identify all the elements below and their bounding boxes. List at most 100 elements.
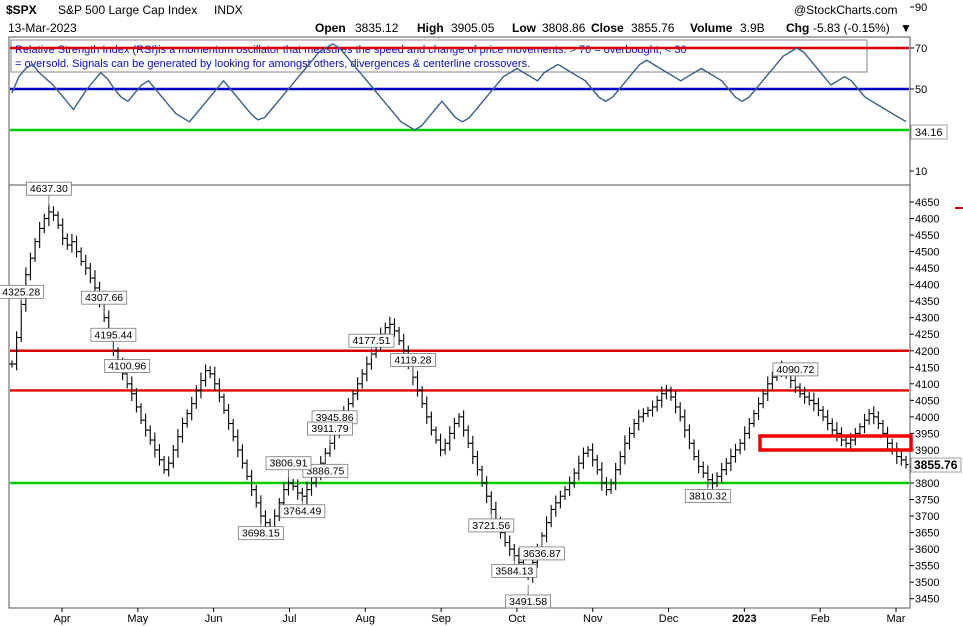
rsi-last-value: 34.16: [915, 127, 943, 139]
pivot-label-box: [307, 421, 353, 436]
rsi-y-tick-label: 10: [915, 166, 927, 178]
low-label: Low: [512, 21, 537, 35]
pivot-label: 3886.75: [306, 465, 344, 477]
price-panel: [8, 184, 911, 609]
price-y-tick-label: 4300: [915, 313, 939, 325]
pivot-label-box: [519, 546, 565, 561]
last-close-value: 3855.76: [914, 458, 958, 472]
pivot-label-box: [279, 504, 326, 519]
pivot-label: 4307.66: [85, 292, 123, 304]
high-label: High: [417, 21, 444, 35]
x-tick-label: Jun: [205, 613, 223, 625]
high-value: 3905.05: [451, 21, 495, 35]
rsi-annotation-box: [10, 39, 868, 73]
pivot-label-box: [772, 362, 819, 377]
close-value: 3855.76: [631, 21, 675, 35]
price-y-tick-label: 4200: [915, 346, 939, 358]
volume-label: Volume: [690, 21, 733, 35]
price-y-tick-label: 3550: [915, 561, 939, 573]
low-value: 3808.86: [542, 21, 586, 35]
price-y-tick-label: 3600: [915, 544, 939, 556]
pivot-label-box: [0, 284, 45, 299]
open-value: 3835.12: [355, 21, 399, 35]
rsi-annotation-line-2: = oversold. Signals can be generated by …: [15, 58, 530, 70]
pivot-label: 4325.28: [2, 286, 40, 298]
price-y-tick-label: 3900: [915, 445, 939, 457]
x-tick-label: Sep: [431, 613, 451, 625]
price-y-tick-label: 4350: [915, 296, 939, 308]
price-y-tick-label: 4250: [915, 329, 939, 341]
pivot-label-box: [390, 353, 436, 367]
chg-value: -5.83 (-0.15%): [813, 21, 890, 35]
pivot-label: 3810.32: [689, 491, 727, 503]
chart-date: 13-Mar-2023: [8, 21, 77, 35]
price-y-tick-label: 3650: [915, 528, 939, 540]
volume-value: 3.9B: [740, 21, 765, 35]
price-y-tick-label: 4600: [915, 214, 939, 226]
pivot-label: 4177.51: [352, 335, 390, 347]
close-label: Close: [591, 21, 624, 35]
symbol: $SPX: [6, 3, 37, 17]
pivot-label: 3584.13: [495, 565, 533, 577]
price-y-tick-label: 4550: [915, 230, 939, 242]
pivot-label-box: [90, 327, 137, 342]
x-tick-label: Aug: [355, 613, 375, 625]
price-y-tick-label: 4150: [915, 362, 939, 374]
chg-label: Chg: [786, 21, 809, 35]
pivot-label-box: [237, 526, 284, 541]
pivot-label-box: [505, 594, 552, 609]
price-y-tick-label: 3950: [915, 428, 939, 440]
pivot-label: 3806.91: [270, 458, 308, 470]
down-arrow-icon: ▼: [900, 21, 912, 35]
price-y-tick-label: 4050: [915, 395, 939, 407]
pivot-label: 4195.44: [94, 329, 132, 341]
pivot-label-box: [265, 456, 312, 471]
pivot-label-box: [302, 463, 349, 478]
rsi-y-tick-label: 70: [915, 43, 927, 55]
rsi-series-line: [11, 43, 907, 131]
pivot-label-box: [684, 489, 731, 503]
x-tick-label: Oct: [508, 613, 525, 625]
x-tick-label: 2023: [732, 613, 756, 625]
highlight-box: [758, 434, 913, 452]
x-tick-label: Apr: [53, 613, 70, 625]
x-tick-label: Feb: [811, 613, 830, 625]
pivot-label: 3764.49: [283, 506, 321, 518]
price-layer: 4637.30 4307.66 4090.72 4177.51 3810.32 3636.…: [0, 181, 909, 609]
pivot-label: 3636.87: [523, 548, 561, 560]
pivot-label: 3945.86: [316, 412, 354, 424]
price-y-tick-label: 4400: [915, 280, 939, 292]
price-y-tick-label: 4450: [915, 263, 939, 275]
index-name: S&P 500 Large Cap Index: [58, 3, 197, 17]
rsi-y-tick-label: 90: [915, 2, 927, 14]
rsi-last-value-box: [910, 124, 948, 140]
rsi-y-tick-label: 50: [915, 84, 927, 96]
pivot-label: 3911.79: [311, 423, 348, 435]
watermark: @StockCharts.com: [794, 3, 898, 17]
rsi-layer: [10, 43, 909, 132]
axis-layer: 9070503010465046004550450044504400435043…: [53, 2, 939, 625]
price-y-tick-label: 3750: [915, 495, 939, 507]
price-y-tick-label: 4100: [915, 379, 939, 391]
pivot-label: 4637.30: [30, 183, 68, 195]
pivot-label: 3721.56: [472, 520, 510, 532]
price-y-tick-label: 4000: [915, 412, 939, 424]
x-tick-label: Mar: [887, 613, 906, 625]
pivot-label: 3698.15: [242, 528, 280, 540]
price-y-tick-label: 3500: [915, 577, 939, 589]
price-y-tick-label: 3450: [915, 594, 939, 606]
pivot-label-box: [491, 563, 538, 578]
rsi-annotation-line-1: Relative Strength Index (RSI)is a moment…: [15, 44, 687, 56]
pivot-label-box: [25, 181, 72, 196]
pivot-label: 3491.58: [509, 596, 547, 608]
x-tick-label: May: [127, 613, 148, 625]
pivot-label: 4100.96: [108, 361, 146, 373]
x-tick-label: Nov: [583, 613, 603, 625]
exchange: INDX: [214, 3, 243, 17]
price-y-tick-label: 3800: [915, 478, 939, 490]
last-close-box: [910, 457, 962, 473]
pivot-label: 4119.28: [394, 354, 431, 366]
x-tick-label: Jul: [282, 613, 296, 625]
price-y-tick-label: 4650: [915, 197, 939, 209]
